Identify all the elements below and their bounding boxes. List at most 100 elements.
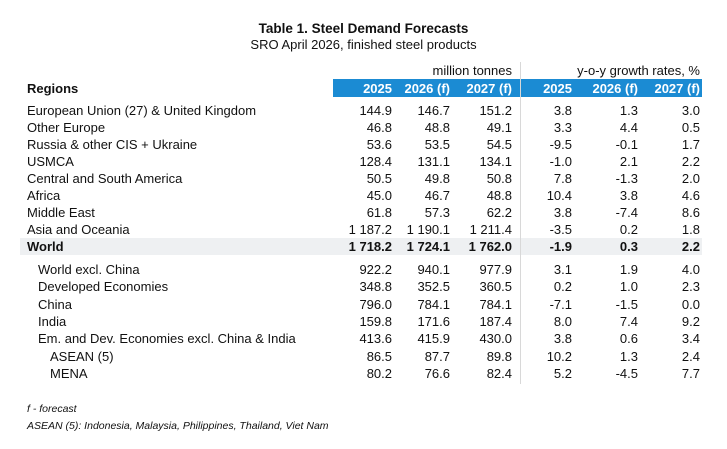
cell: 1.7 [681, 137, 700, 152]
cell: -1.5 [615, 296, 638, 312]
cell: -4.5 [615, 365, 638, 381]
cell: 50.8 [486, 171, 512, 186]
row-label: China [38, 296, 72, 312]
cell: 430.0 [479, 331, 512, 347]
cell: 2.0 [681, 171, 700, 186]
cell: 187.4 [479, 313, 512, 329]
row-label: ASEAN (5) [50, 348, 114, 364]
cell: 3.8 [553, 205, 572, 220]
row-label: Russia & other CIS + Ukraine [27, 137, 198, 152]
footnote: f - forecast [27, 403, 77, 415]
cell: -7.1 [549, 296, 572, 312]
cell: 54.5 [486, 137, 512, 152]
cell: 1 718.2 [348, 239, 392, 254]
column-header: 2025 [363, 81, 392, 96]
column-header: 2025 [543, 81, 572, 96]
row-label: India [38, 313, 67, 329]
cell: 8.6 [681, 205, 700, 220]
cell: 3.0 [681, 103, 700, 118]
cell: 0.3 [619, 239, 638, 254]
cell: 76.6 [424, 365, 450, 381]
row-label: Asia and Oceania [27, 222, 130, 237]
cell: 2.3 [681, 279, 700, 295]
cell: 0.6 [619, 331, 638, 347]
cell: 0.2 [619, 222, 638, 237]
row-header: Regions [27, 81, 79, 96]
cell: 151.2 [479, 103, 512, 118]
header-band [333, 79, 702, 97]
cell: 352.5 [417, 279, 450, 295]
cell: 10.2 [546, 348, 572, 364]
cell: 46.7 [424, 188, 450, 203]
cell: 48.8 [486, 188, 512, 203]
cell: 0.2 [553, 279, 572, 295]
row-label: Developed Economies [38, 279, 169, 295]
cell: 159.8 [359, 313, 392, 329]
cell: 53.5 [424, 137, 450, 152]
column-header: 2026 (f) [592, 81, 638, 96]
cell: 50.5 [366, 171, 392, 186]
cell: 922.2 [359, 262, 392, 277]
cell: -7.4 [615, 205, 638, 220]
cell: 1 190.1 [406, 222, 450, 237]
cell: 977.9 [479, 262, 512, 277]
row-label: World [27, 239, 64, 254]
cell: 144.9 [359, 103, 392, 118]
cell: 348.8 [359, 279, 392, 295]
separator [520, 62, 521, 384]
cell: 360.5 [479, 279, 512, 295]
footnote: ASEAN (5): Indonesia, Malaysia, Philippi… [27, 420, 329, 432]
cell: 7.7 [681, 365, 700, 381]
cell: -3.5 [549, 222, 572, 237]
cell: 784.1 [417, 296, 450, 312]
cell: 1 211.4 [469, 222, 512, 237]
cell: 784.1 [479, 296, 512, 312]
cell: 4.0 [681, 262, 700, 277]
cell: 3.1 [553, 262, 572, 277]
subtitle: SRO April 2026, finished steel products [250, 37, 477, 52]
cell: 53.6 [366, 137, 392, 152]
cell: 57.3 [424, 205, 450, 220]
group-header: y-o-y growth rates, % [577, 63, 700, 78]
cell: 48.8 [424, 120, 450, 135]
cell: -1.9 [549, 239, 572, 254]
cell: 7.4 [619, 313, 638, 329]
cell: -0.1 [615, 137, 638, 152]
cell: -1.3 [615, 171, 638, 186]
cell: 1 724.1 [406, 239, 450, 254]
cell: 62.2 [486, 205, 512, 220]
cell: 8.0 [553, 313, 572, 329]
row-label: World excl. China [38, 262, 140, 277]
column-header: 2027 (f) [466, 81, 512, 96]
row-label: MENA [50, 365, 88, 381]
cell: 1.3 [619, 348, 638, 364]
row-label: Middle East [27, 205, 95, 220]
cell: 49.1 [486, 120, 512, 135]
cell: 2.4 [681, 348, 700, 364]
row-label: USMCA [27, 154, 74, 169]
cell: -1.0 [549, 154, 572, 169]
cell: 134.1 [479, 154, 512, 169]
cell: 1 187.2 [348, 222, 392, 237]
cell: 2.2 [681, 239, 700, 254]
title: Table 1. Steel Demand Forecasts [258, 21, 469, 36]
cell: 9.2 [681, 313, 700, 329]
row-label: European Union (27) & United Kingdom [27, 103, 257, 118]
cell: 128.4 [359, 154, 392, 169]
cell: -9.5 [549, 137, 572, 152]
cell: 1.8 [681, 222, 700, 237]
cell: 1 762.0 [468, 239, 512, 254]
cell: 796.0 [359, 296, 392, 312]
cell: 940.1 [417, 262, 450, 277]
column-header: 2027 (f) [654, 81, 700, 96]
cell: 3.4 [681, 331, 700, 347]
cell: 45.0 [366, 188, 392, 203]
cell: 1.0 [619, 279, 638, 295]
row-label: Africa [27, 188, 61, 203]
cell: 3.8 [619, 188, 638, 203]
cell: 171.6 [417, 313, 450, 329]
cell: 1.9 [619, 262, 638, 277]
cell: 3.8 [553, 103, 572, 118]
group-header: million tonnes [432, 63, 513, 78]
